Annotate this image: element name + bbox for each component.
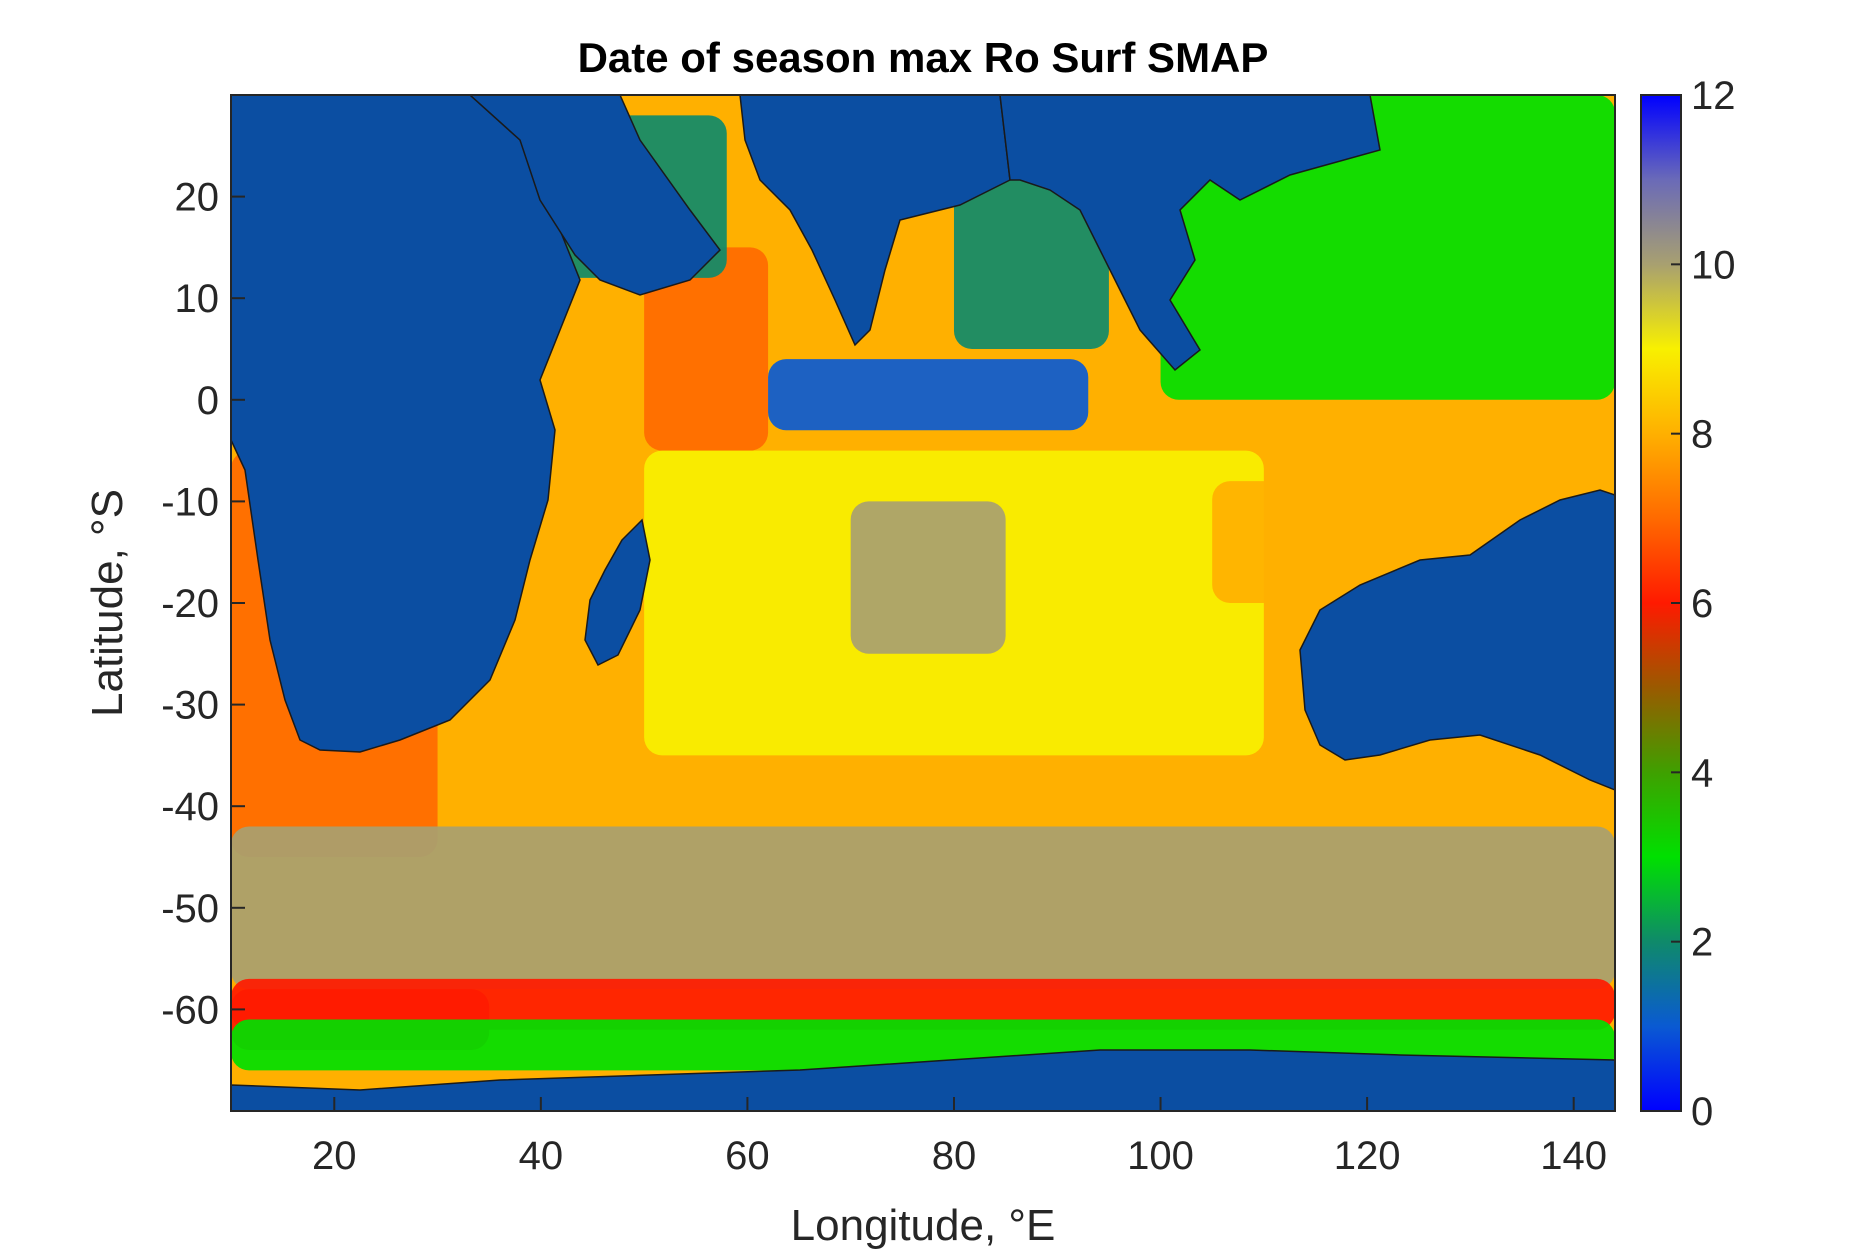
y-tick-label-6: -40: [161, 785, 219, 829]
india-landmass: [739, 95, 1011, 347]
y-tick-label-0: 20: [175, 176, 220, 220]
antarctica-landmass: [231, 1049, 1615, 1111]
colorbar-tick-label-6: 12: [1691, 74, 1736, 118]
y-axis: 20 10 0 -10 -20 -30 -40 -50 -60: [161, 176, 245, 1032]
heatmap-region-10: [231, 826, 1615, 990]
heatmap-field: [231, 95, 1615, 1111]
colorbar-tick-label-4: 8: [1691, 413, 1713, 457]
y-axis-label: Latitude, °S: [83, 489, 132, 717]
colorbar-tick-label-0: 0: [1691, 1090, 1713, 1134]
y-tick-label-3: -10: [161, 480, 219, 524]
y-tick-label-2: 0: [197, 379, 219, 423]
chart-title: Date of season max Ro Surf SMAP: [578, 34, 1269, 81]
madagascar-landmass: [584, 518, 651, 667]
y-tick-label-8: -60: [161, 988, 219, 1032]
x-axis-label: Longitude, °E: [791, 1201, 1056, 1250]
colorbar-tick-label-3: 6: [1691, 582, 1713, 626]
heatmap-region-11: [231, 978, 1615, 1030]
x-tick-label-5: 120: [1334, 1134, 1401, 1178]
x-tick-label-2: 60: [725, 1134, 770, 1178]
africa-landmass: [231, 95, 581, 753]
heatmap-region-0: [644, 247, 769, 451]
colorbar-tick-label-1: 2: [1691, 921, 1713, 965]
heatmap-region-2: [953, 176, 1109, 349]
australia-landmass: [1299, 489, 1615, 791]
land-mask: [231, 95, 1615, 1111]
heatmap-region-6: [850, 501, 1006, 654]
x-tick-label-1: 40: [519, 1134, 564, 1178]
x-tick-label-3: 80: [932, 1134, 977, 1178]
colorbar: 0 2 4 6 8 10 12: [1640, 74, 1736, 1134]
colorbar-tick-label-2: 4: [1691, 751, 1713, 795]
arabia-landmass: [468, 95, 721, 296]
y-tick-label-5: -30: [161, 684, 219, 728]
x-tick-label-0: 20: [312, 1134, 357, 1178]
x-tick-label-6: 140: [1540, 1134, 1607, 1178]
southeast-asia-landmass: [999, 95, 1381, 372]
heatmap-region-1: [768, 359, 1089, 431]
x-axis: 20 40 60 80 100 120 140: [312, 1097, 1607, 1178]
y-tick-label-7: -50: [161, 887, 219, 931]
y-tick-label-4: -20: [161, 582, 219, 626]
x-tick-label-4: 100: [1127, 1134, 1194, 1178]
y-tick-label-1: 10: [175, 277, 220, 321]
colorbar-tick-label-5: 10: [1691, 243, 1736, 287]
